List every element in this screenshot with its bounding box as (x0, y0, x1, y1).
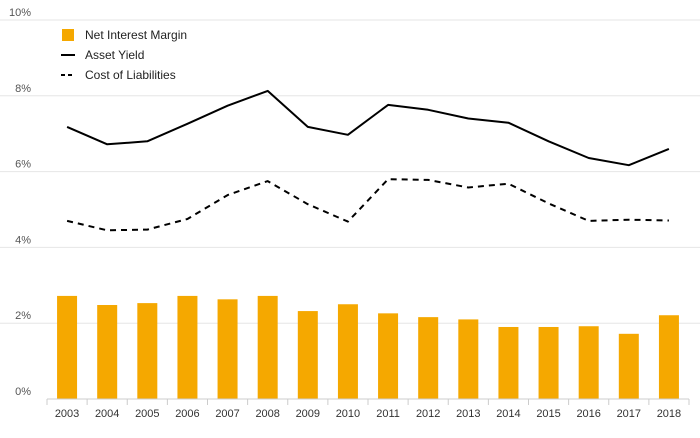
x-tick-label: 2018 (657, 408, 681, 420)
bar-2004 (97, 305, 117, 399)
bar-2012 (418, 317, 438, 399)
x-tick-label: 2010 (336, 408, 360, 420)
x-tick-label: 2006 (175, 408, 199, 420)
x-tick-label: 2011 (376, 408, 400, 420)
line-asset-yield (67, 91, 669, 165)
bar-2016 (579, 326, 599, 399)
y-tick-label: 4% (15, 234, 31, 246)
x-tick-label: 2016 (576, 408, 600, 420)
legend-label-asset-yield: Asset Yield (85, 48, 144, 62)
x-tick-label: 2009 (296, 408, 320, 420)
gridlines (0, 20, 700, 323)
y-tick-label: 2% (15, 310, 31, 322)
x-tick-label: 2003 (55, 408, 79, 420)
bar-2014 (498, 327, 518, 399)
line-cost-of-liabilities (67, 179, 669, 230)
x-tick-label: 2015 (536, 408, 560, 420)
y-tick-label: 10% (9, 7, 31, 19)
x-tick-label: 2005 (135, 408, 159, 420)
bar-2013 (458, 319, 478, 399)
x-tick-label: 2008 (255, 408, 279, 420)
y-tick-label: 6% (15, 159, 31, 171)
bar-2011 (378, 313, 398, 399)
x-tick-label: 2017 (617, 408, 641, 420)
y-tick-label: 0% (15, 386, 31, 398)
bar-2006 (177, 296, 197, 399)
bar-2015 (539, 327, 559, 399)
x-tick-label: 2004 (95, 408, 119, 420)
y-axis-tick-labels: 0% 2% 4% 6% 8% 10% (9, 7, 31, 398)
bar-2017 (619, 334, 639, 399)
legend-swatch-net-interest-margin (62, 29, 74, 41)
bar-2018 (659, 315, 679, 399)
legend-label-net-interest-margin: Net Interest Margin (85, 28, 187, 42)
x-tick-label: 2013 (456, 408, 480, 420)
y-tick-label: 8% (15, 83, 31, 95)
bar-2003 (57, 296, 77, 399)
bar-2008 (258, 296, 278, 399)
bar-2005 (137, 303, 157, 399)
x-tick-label: 2014 (496, 408, 520, 420)
bar-2009 (298, 311, 318, 399)
bar-2010 (338, 304, 358, 399)
x-axis: 2003 2004 2005 2006 2007 2008 2009 2010 2011 2012… (47, 399, 689, 420)
legend-label-cost-of-liabilities: Cost of Liabilities (85, 68, 176, 82)
x-tick-label: 2012 (416, 408, 440, 420)
legend: Net Interest Margin Asset Yield Cost of Li… (61, 28, 187, 82)
bar-2007 (218, 299, 238, 399)
line-series (67, 91, 669, 230)
bar-series-net-interest-margin (57, 296, 679, 399)
x-tick-label: 2007 (215, 408, 239, 420)
